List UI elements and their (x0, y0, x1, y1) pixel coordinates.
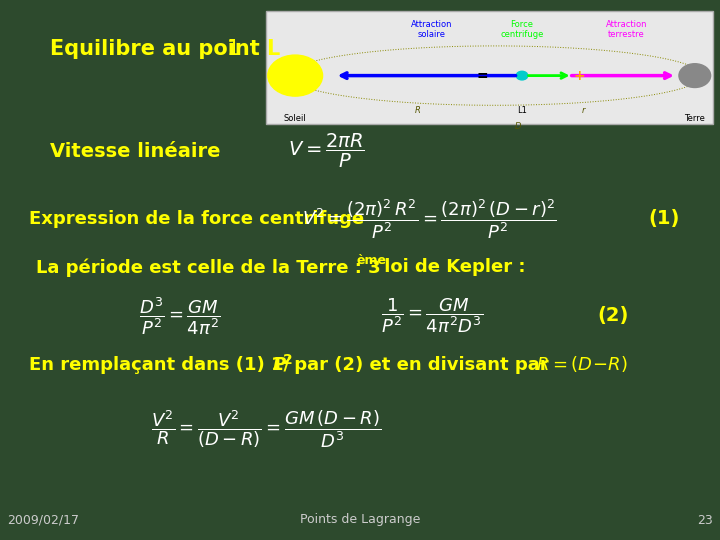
Text: $\dfrac{D^3}{P^2} = \dfrac{GM}{4\pi^2}$: $\dfrac{D^3}{P^2} = \dfrac{GM}{4\pi^2}$ (139, 295, 221, 337)
Text: =: = (477, 69, 488, 83)
Text: $\dfrac{V^2}{R} = \dfrac{V^2}{(D-R)} = \dfrac{GM\,(D-R)}{D^3}$: $\dfrac{V^2}{R} = \dfrac{V^2}{(D-R)} = \… (151, 408, 382, 450)
Text: 2009/02/17: 2009/02/17 (7, 514, 79, 526)
Text: La période est celle de la Terre : 3: La période est celle de la Terre : 3 (36, 258, 381, 276)
Text: $R = (D\!-\!R)$: $R = (D\!-\!R)$ (536, 354, 628, 375)
Text: 1: 1 (227, 38, 240, 59)
Text: L1: L1 (517, 106, 527, 115)
Text: (1): (1) (648, 209, 680, 228)
Circle shape (679, 64, 711, 87)
Text: loi de Kepler :: loi de Kepler : (378, 258, 526, 276)
Text: R: R (415, 106, 420, 115)
Text: $\dfrac{1}{P^2} = \dfrac{GM}{4\pi^2 D^3}$: $\dfrac{1}{P^2} = \dfrac{GM}{4\pi^2 D^3}… (381, 296, 483, 335)
Text: ème: ème (356, 254, 387, 267)
Text: $V = \dfrac{2\pi R}{P}$: $V = \dfrac{2\pi R}{P}$ (288, 132, 365, 170)
Text: (2): (2) (598, 306, 629, 326)
Text: $V^2 = \dfrac{(2\pi)^2\, R^2}{P^2} = \dfrac{(2\pi)^2\,(D-r)^2}{P^2}$: $V^2 = \dfrac{(2\pi)^2\, R^2}{P^2} = \df… (302, 197, 557, 241)
Circle shape (516, 71, 528, 80)
Text: 23: 23 (697, 514, 713, 526)
Text: r: r (582, 106, 585, 115)
Text: +: + (574, 69, 585, 83)
Circle shape (268, 55, 323, 96)
Text: par (2) et en divisant par: par (2) et en divisant par (288, 355, 555, 374)
Text: Points de Lagrange: Points de Lagrange (300, 514, 420, 526)
Text: P: P (272, 355, 285, 374)
Text: Equilibre au point L: Equilibre au point L (50, 38, 281, 59)
Text: Vitesse linéaire: Vitesse linéaire (50, 141, 221, 161)
Text: Expression de la force centrifuge: Expression de la force centrifuge (29, 210, 364, 228)
FancyBboxPatch shape (266, 11, 713, 124)
Text: Soleil: Soleil (284, 114, 307, 123)
Text: Terre: Terre (685, 114, 705, 123)
Text: Attraction
terrestre: Attraction terrestre (606, 20, 647, 39)
Text: Attraction
solaire: Attraction solaire (411, 20, 453, 39)
Text: Force
centrifuge: Force centrifuge (500, 20, 544, 39)
Text: D: D (515, 123, 522, 131)
Text: En remplaçant dans (1) 1/: En remplaçant dans (1) 1/ (29, 355, 290, 374)
Text: 2: 2 (283, 353, 293, 367)
